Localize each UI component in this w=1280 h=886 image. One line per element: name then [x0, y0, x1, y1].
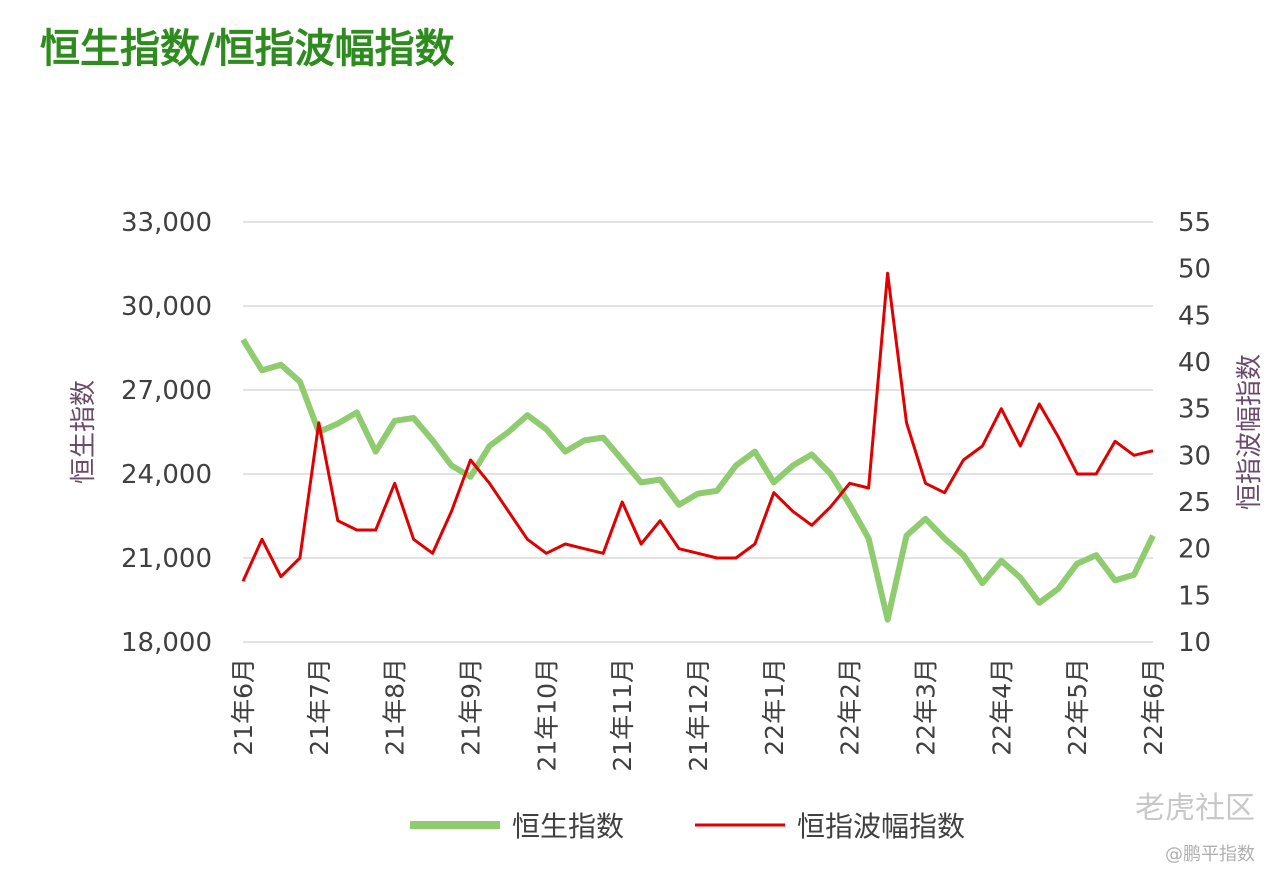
y2-tick-label: 25: [1178, 488, 1211, 518]
y-tick-label: 30,000: [121, 292, 212, 322]
x-tick-label: 21年6月: [229, 658, 258, 756]
x-tick-label: 21年12月: [684, 658, 713, 772]
y2-tick-label: 10: [1178, 628, 1211, 658]
y2-tick-label: 40: [1178, 348, 1211, 378]
legend-label: 恒指波幅指数: [797, 810, 965, 843]
credit: @鹏平指数: [1165, 844, 1255, 865]
series-line: [240, 338, 1156, 623]
series-line: [241, 271, 1154, 582]
x-tick-label: 21年8月: [381, 658, 410, 756]
y-tick-label: 27,000: [121, 376, 212, 406]
y2-tick-label: 15: [1178, 581, 1211, 611]
x-tick-label: 22年5月: [1063, 658, 1092, 756]
y-tick-label: 18,000: [121, 628, 212, 658]
y2-axis-label: 恒指波幅指数: [1235, 354, 1265, 510]
y-axis-label: 恒生指数: [69, 380, 99, 484]
y2-tick-label: 45: [1178, 301, 1211, 331]
x-tick-label: 21年7月: [305, 658, 334, 756]
y2-tick-label: 55: [1178, 208, 1211, 238]
y2-tick-label: 35: [1178, 395, 1211, 425]
x-tick-label: 21年11月: [608, 658, 637, 772]
x-tick-label: 22年6月: [1139, 658, 1168, 756]
chart-title: 恒生指数/恒指波幅指数: [40, 26, 455, 72]
y2-tick-label: 30: [1178, 441, 1211, 471]
legend-label: 恒生指数: [512, 810, 624, 843]
y-tick-label: 33,000: [121, 208, 212, 238]
y-tick-label: 24,000: [121, 460, 212, 490]
x-tick-label: 21年10月: [532, 658, 561, 772]
x-tick-label: 22年2月: [836, 658, 865, 756]
y2-tick-label: 20: [1178, 535, 1211, 565]
y2-tick-label: 50: [1178, 255, 1211, 285]
x-tick-label: 22年1月: [760, 658, 789, 756]
y-tick-label: 21,000: [121, 544, 212, 574]
x-tick-label: 22年4月: [987, 658, 1016, 756]
x-tick-label: 21年9月: [457, 658, 486, 756]
watermark: 老虎社区: [1135, 791, 1255, 826]
x-tick-label: 22年3月: [912, 658, 941, 756]
